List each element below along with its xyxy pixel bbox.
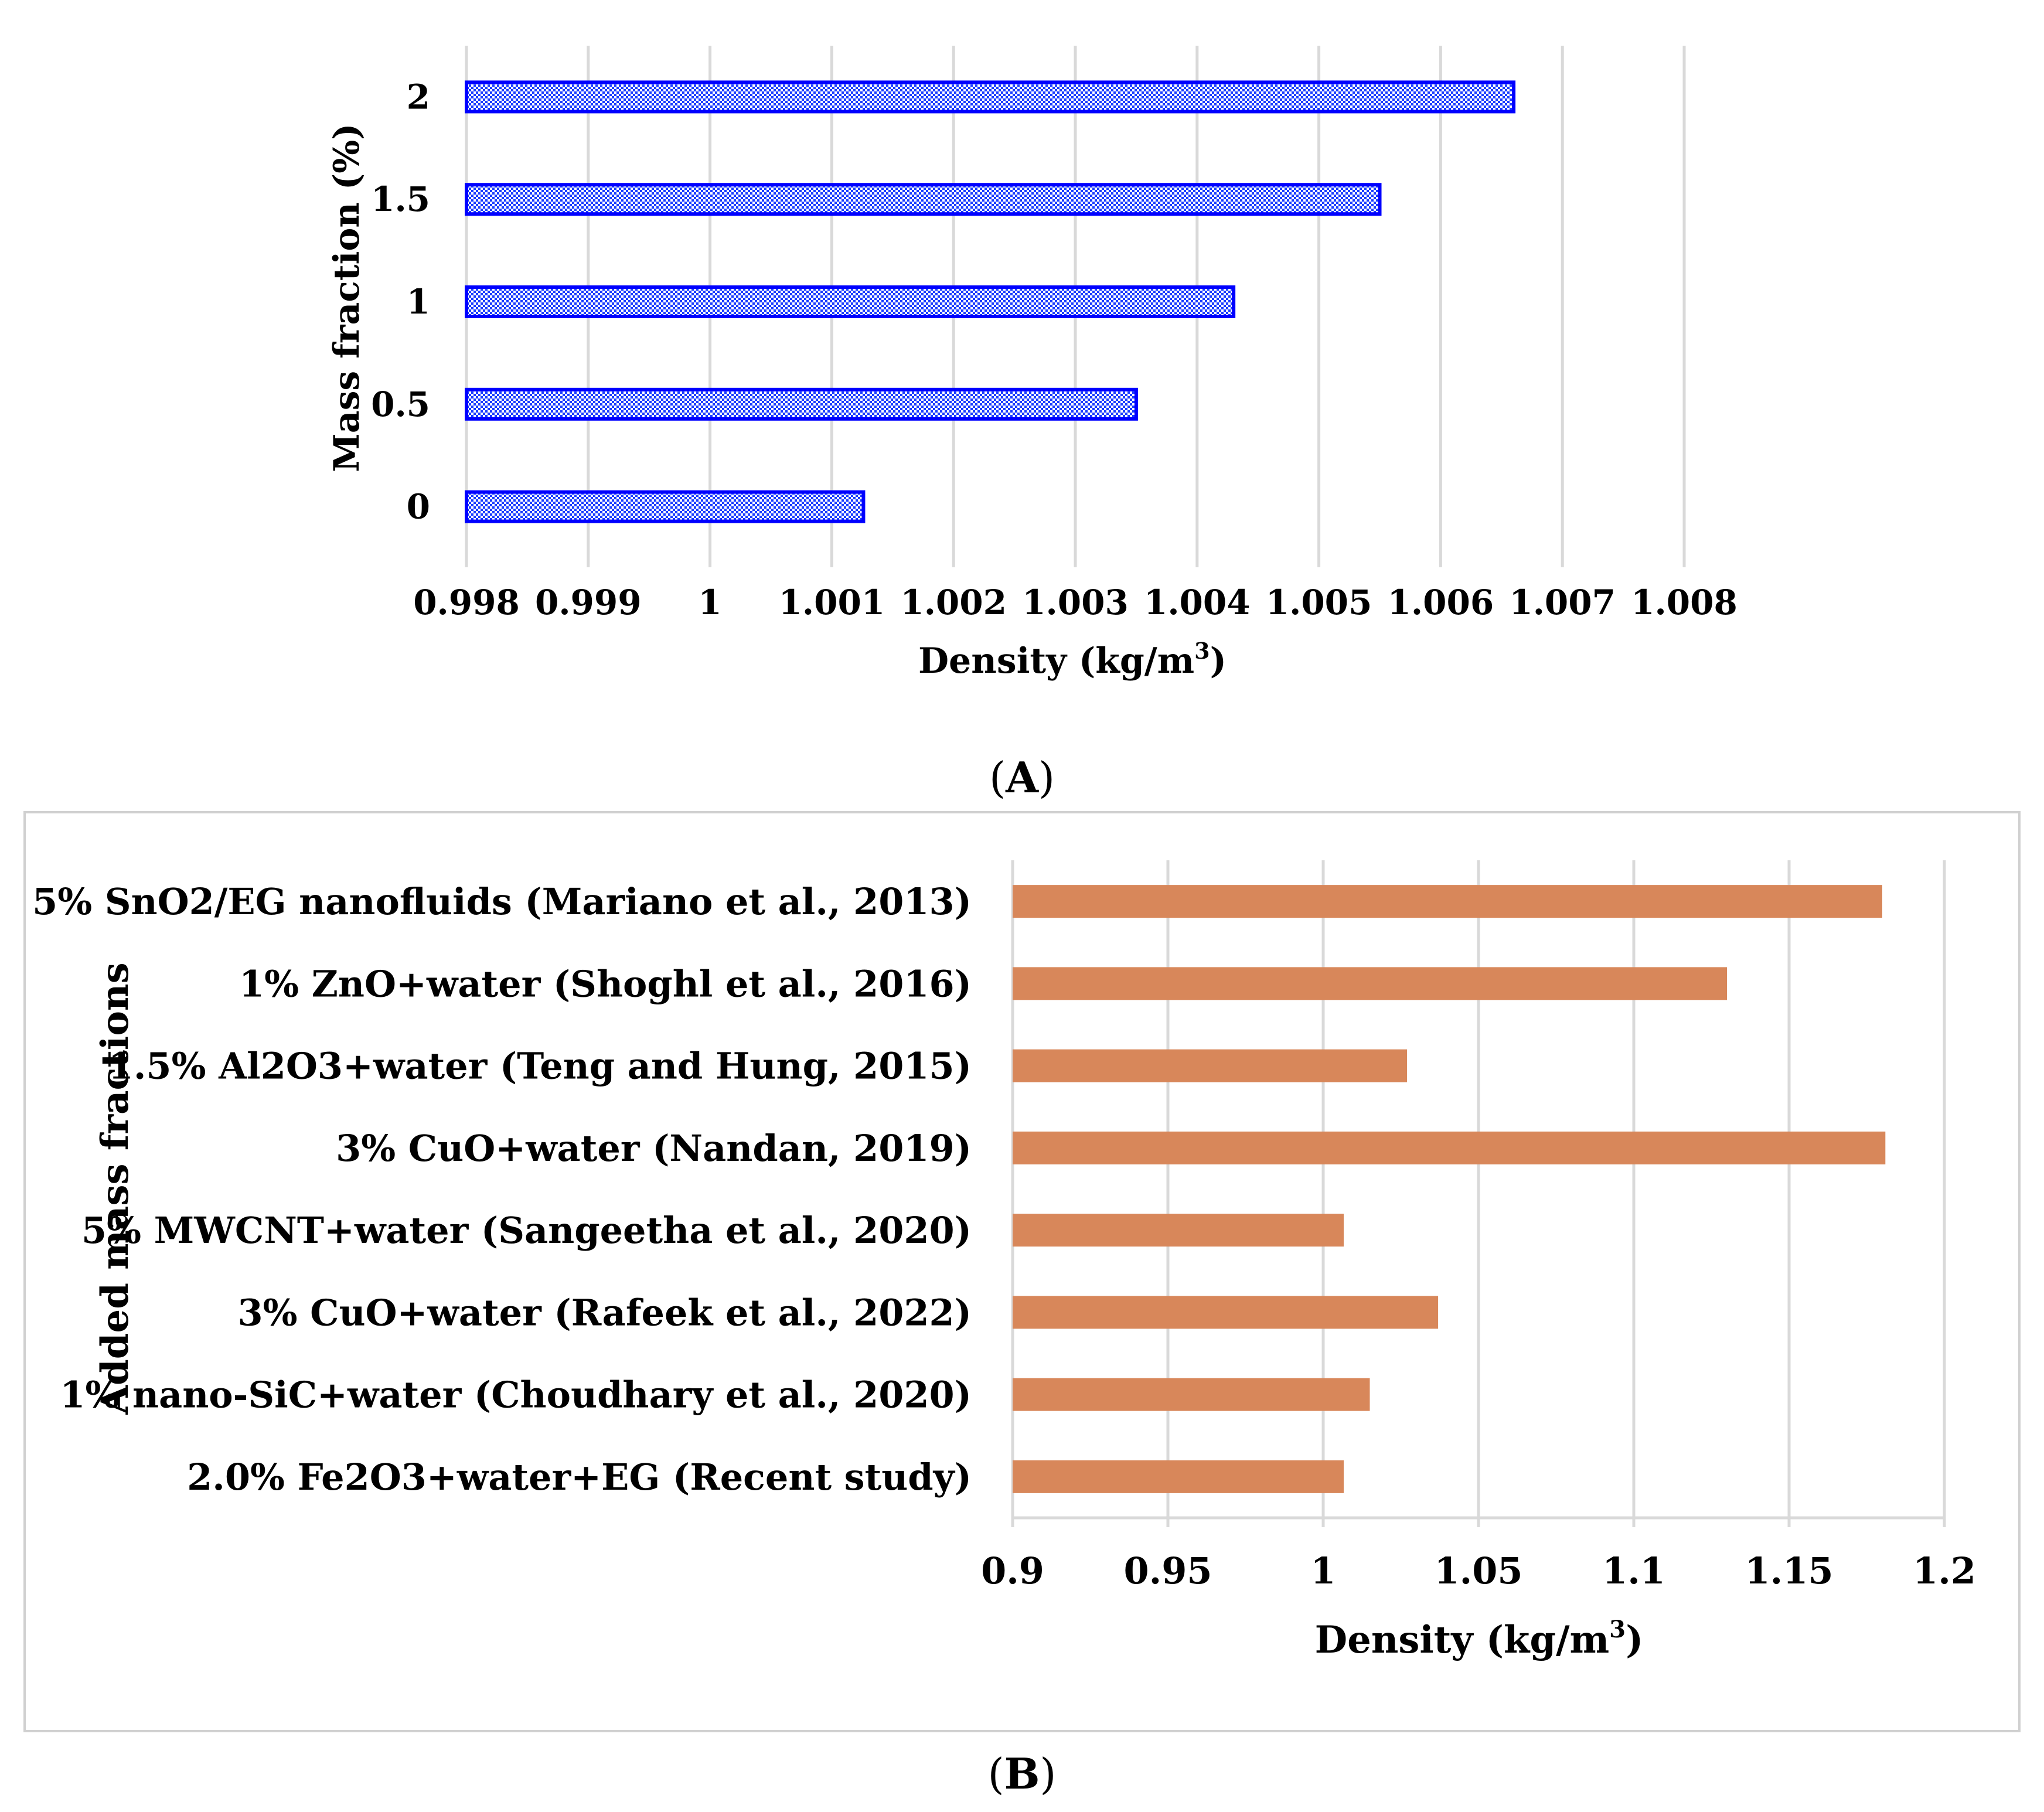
chart-b-category-label: 3% CuO+water (Nandan, 2019) xyxy=(336,1127,972,1170)
chart-a-x-tick-label: 1.007 xyxy=(1509,583,1616,622)
chart-a-y-ticks: 0 0.5 1 1.5 2 xyxy=(371,77,430,526)
chart-a-x-tick-label: 0.998 xyxy=(413,583,520,622)
chart-b-x-tick-label: 1.2 xyxy=(1913,1549,1976,1592)
chart-b-bar xyxy=(1013,967,1727,1000)
panel-a-label: (A) xyxy=(989,752,1055,802)
chart-b-bar xyxy=(1013,1131,1886,1164)
chart-a-y-tick-label: 1 xyxy=(407,282,430,322)
chart-a-y-tick-label: 0.5 xyxy=(371,384,430,424)
chart-b-y-axis-label: Added mass fractions xyxy=(93,962,137,1415)
chart-a-x-tick-label: 1.005 xyxy=(1266,583,1372,622)
chart-b-y-ticks: 2.0% Fe2O3+water+EG (Recent study) 1% nan… xyxy=(32,880,972,1498)
chart-a-y-axis-label: Mass fraction (%) xyxy=(326,123,367,472)
chart-a-x-ticks: 0.998 0.999 1 1.001 1.002 1.003 1.004 1.005 1.00… xyxy=(413,583,1738,622)
panel-b-label: (B) xyxy=(987,1749,1056,1799)
chart-b-category-label: 1% ZnO+water (Shoghl et al., 2016) xyxy=(239,962,972,1005)
chart-a-bar xyxy=(465,285,1236,318)
chart-b-x-ticks: 0.9 0.95 1 1.05 1.1 1.15 1.2 xyxy=(981,1549,1976,1592)
chart-a-bar xyxy=(465,387,1138,421)
chart-a-x-tick-label: 1 xyxy=(698,583,721,622)
chart-a-x-tick-label: 1.008 xyxy=(1631,583,1738,622)
chart-a-x-tick-label: 1.006 xyxy=(1388,583,1494,622)
chart-b-category-label: 3% CuO+water (Rafeek et al., 2022) xyxy=(237,1291,972,1334)
chart-b-bar xyxy=(1013,885,1882,918)
chart-b-bar xyxy=(1013,1378,1370,1411)
chart-a-bars xyxy=(465,80,1516,523)
chart-a-x-tick-label: 0.999 xyxy=(535,583,642,622)
chart-a-y-tick-label: 0 xyxy=(407,487,430,527)
chart-b-x-tick-label: 1.15 xyxy=(1745,1549,1833,1592)
chart-b-x-tick-label: 1 xyxy=(1310,1549,1336,1592)
chart-a-y-tick-label: 1.5 xyxy=(371,179,430,219)
chart-b-category-label: 1.5% Al2O3+water (Teng and Hung, 2015) xyxy=(108,1045,972,1088)
chart-b-bar xyxy=(1013,1049,1408,1082)
chart-a-bar xyxy=(465,183,1382,216)
chart-b-bars xyxy=(1013,885,1886,1493)
chart-a-x-tick-label: 1.001 xyxy=(779,583,885,622)
chart-b-category-label: 1% nano-SiC+water (Choudhary et al., 202… xyxy=(60,1374,972,1416)
chart-b-category-label: 5% MWCNT+water (Sangeetha et al., 2020) xyxy=(81,1209,972,1252)
chart-a-x-tick-label: 1.004 xyxy=(1144,583,1251,622)
chart-b-bar xyxy=(1013,1296,1439,1329)
chart-a-x-tick-label: 1.003 xyxy=(1022,583,1129,622)
chart-a: 0.998 0.999 1 1.001 1.002 1.003 1.004 1.005 1.00… xyxy=(326,46,1738,682)
chart-b-x-axis-label: Density (kg/m3) xyxy=(1315,1616,1644,1662)
chart-b-x-tick-label: 1.1 xyxy=(1602,1549,1665,1592)
chart-b-bar xyxy=(1013,1460,1344,1493)
panel-b-frame xyxy=(23,811,2021,1732)
chart-b-gridlines xyxy=(1011,860,1946,1527)
chart-a-bar xyxy=(465,80,1516,114)
chart-b-x-tick-label: 0.95 xyxy=(1123,1549,1212,1592)
chart-b: 0.9 0.95 1 1.05 1.1 1.15 1.2 2.0% Fe2O3+water+… xyxy=(32,860,1976,1662)
chart-b-category-label: 5% SnO2/EG nanofluids (Mariano et al., 2… xyxy=(32,880,972,923)
chart-b-x-tick-label: 0.9 xyxy=(981,1549,1044,1592)
chart-a-x-tick-label: 1.002 xyxy=(900,583,1007,622)
chart-a-x-axis-label: Density (kg/m3) xyxy=(918,638,1227,682)
chart-b-x-tick-label: 1.05 xyxy=(1434,1549,1522,1592)
chart-b-bar xyxy=(1013,1214,1344,1247)
chart-a-y-tick-label: 2 xyxy=(407,77,430,117)
chart-b-category-label: 2.0% Fe2O3+water+EG (Recent study) xyxy=(187,1456,972,1498)
chart-a-bar xyxy=(465,490,866,523)
